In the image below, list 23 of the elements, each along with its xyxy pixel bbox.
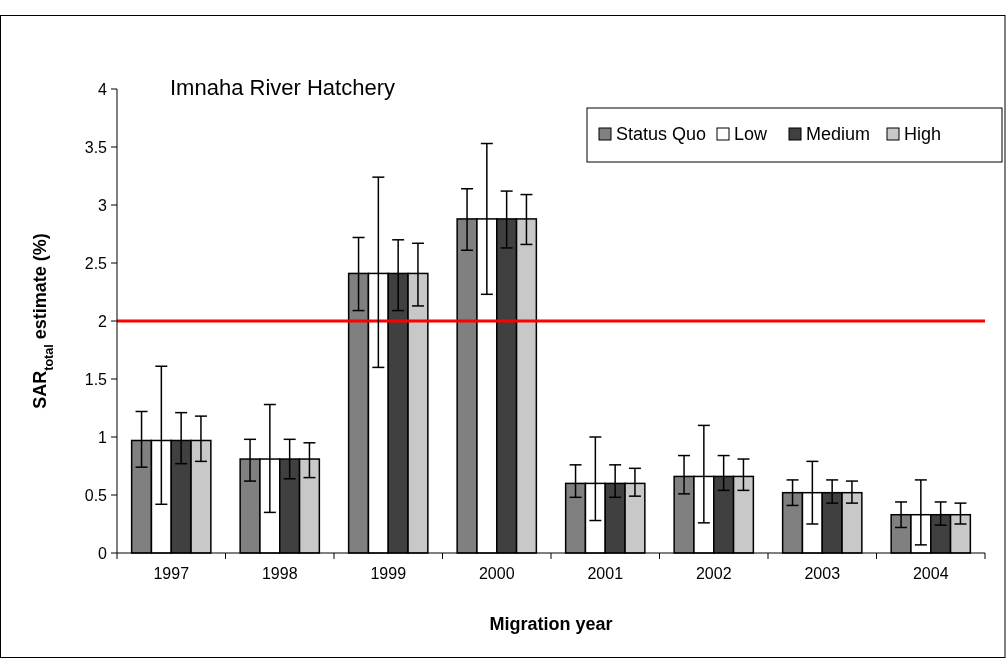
legend-label: Medium xyxy=(806,124,871,145)
x-tick-label: 2000 xyxy=(478,565,515,582)
y-tick-label: 4 xyxy=(98,80,108,98)
y-tick-label: 3 xyxy=(98,196,108,214)
y-tick-label: 2 xyxy=(98,312,108,330)
x-tick-label: 1997 xyxy=(153,565,190,582)
y-tick-label: 3.5 xyxy=(84,138,108,156)
x-tick-label: 2002 xyxy=(695,565,732,582)
legend-label: Low xyxy=(734,124,769,145)
y-tick-label: 1 xyxy=(98,428,108,446)
y-tick-label: 0 xyxy=(98,544,108,562)
x-tick-label: 1998 xyxy=(261,565,298,582)
x-tick-label: 2004 xyxy=(912,565,949,582)
y-tick-label: 0.5 xyxy=(84,486,108,504)
y-tick-label: 2.5 xyxy=(84,254,108,272)
legend-label: High xyxy=(904,124,942,145)
chart-title: Imnaha River Hatchery xyxy=(170,75,395,100)
y-tick-label: 1.5 xyxy=(84,370,108,388)
legend-label: Status Quo xyxy=(616,124,707,145)
x-axis-title: Migration year xyxy=(489,614,613,634)
x-tick-label: 2001 xyxy=(587,565,624,582)
x-tick-label: 2003 xyxy=(804,565,841,582)
x-tick-label: 1999 xyxy=(370,565,407,582)
